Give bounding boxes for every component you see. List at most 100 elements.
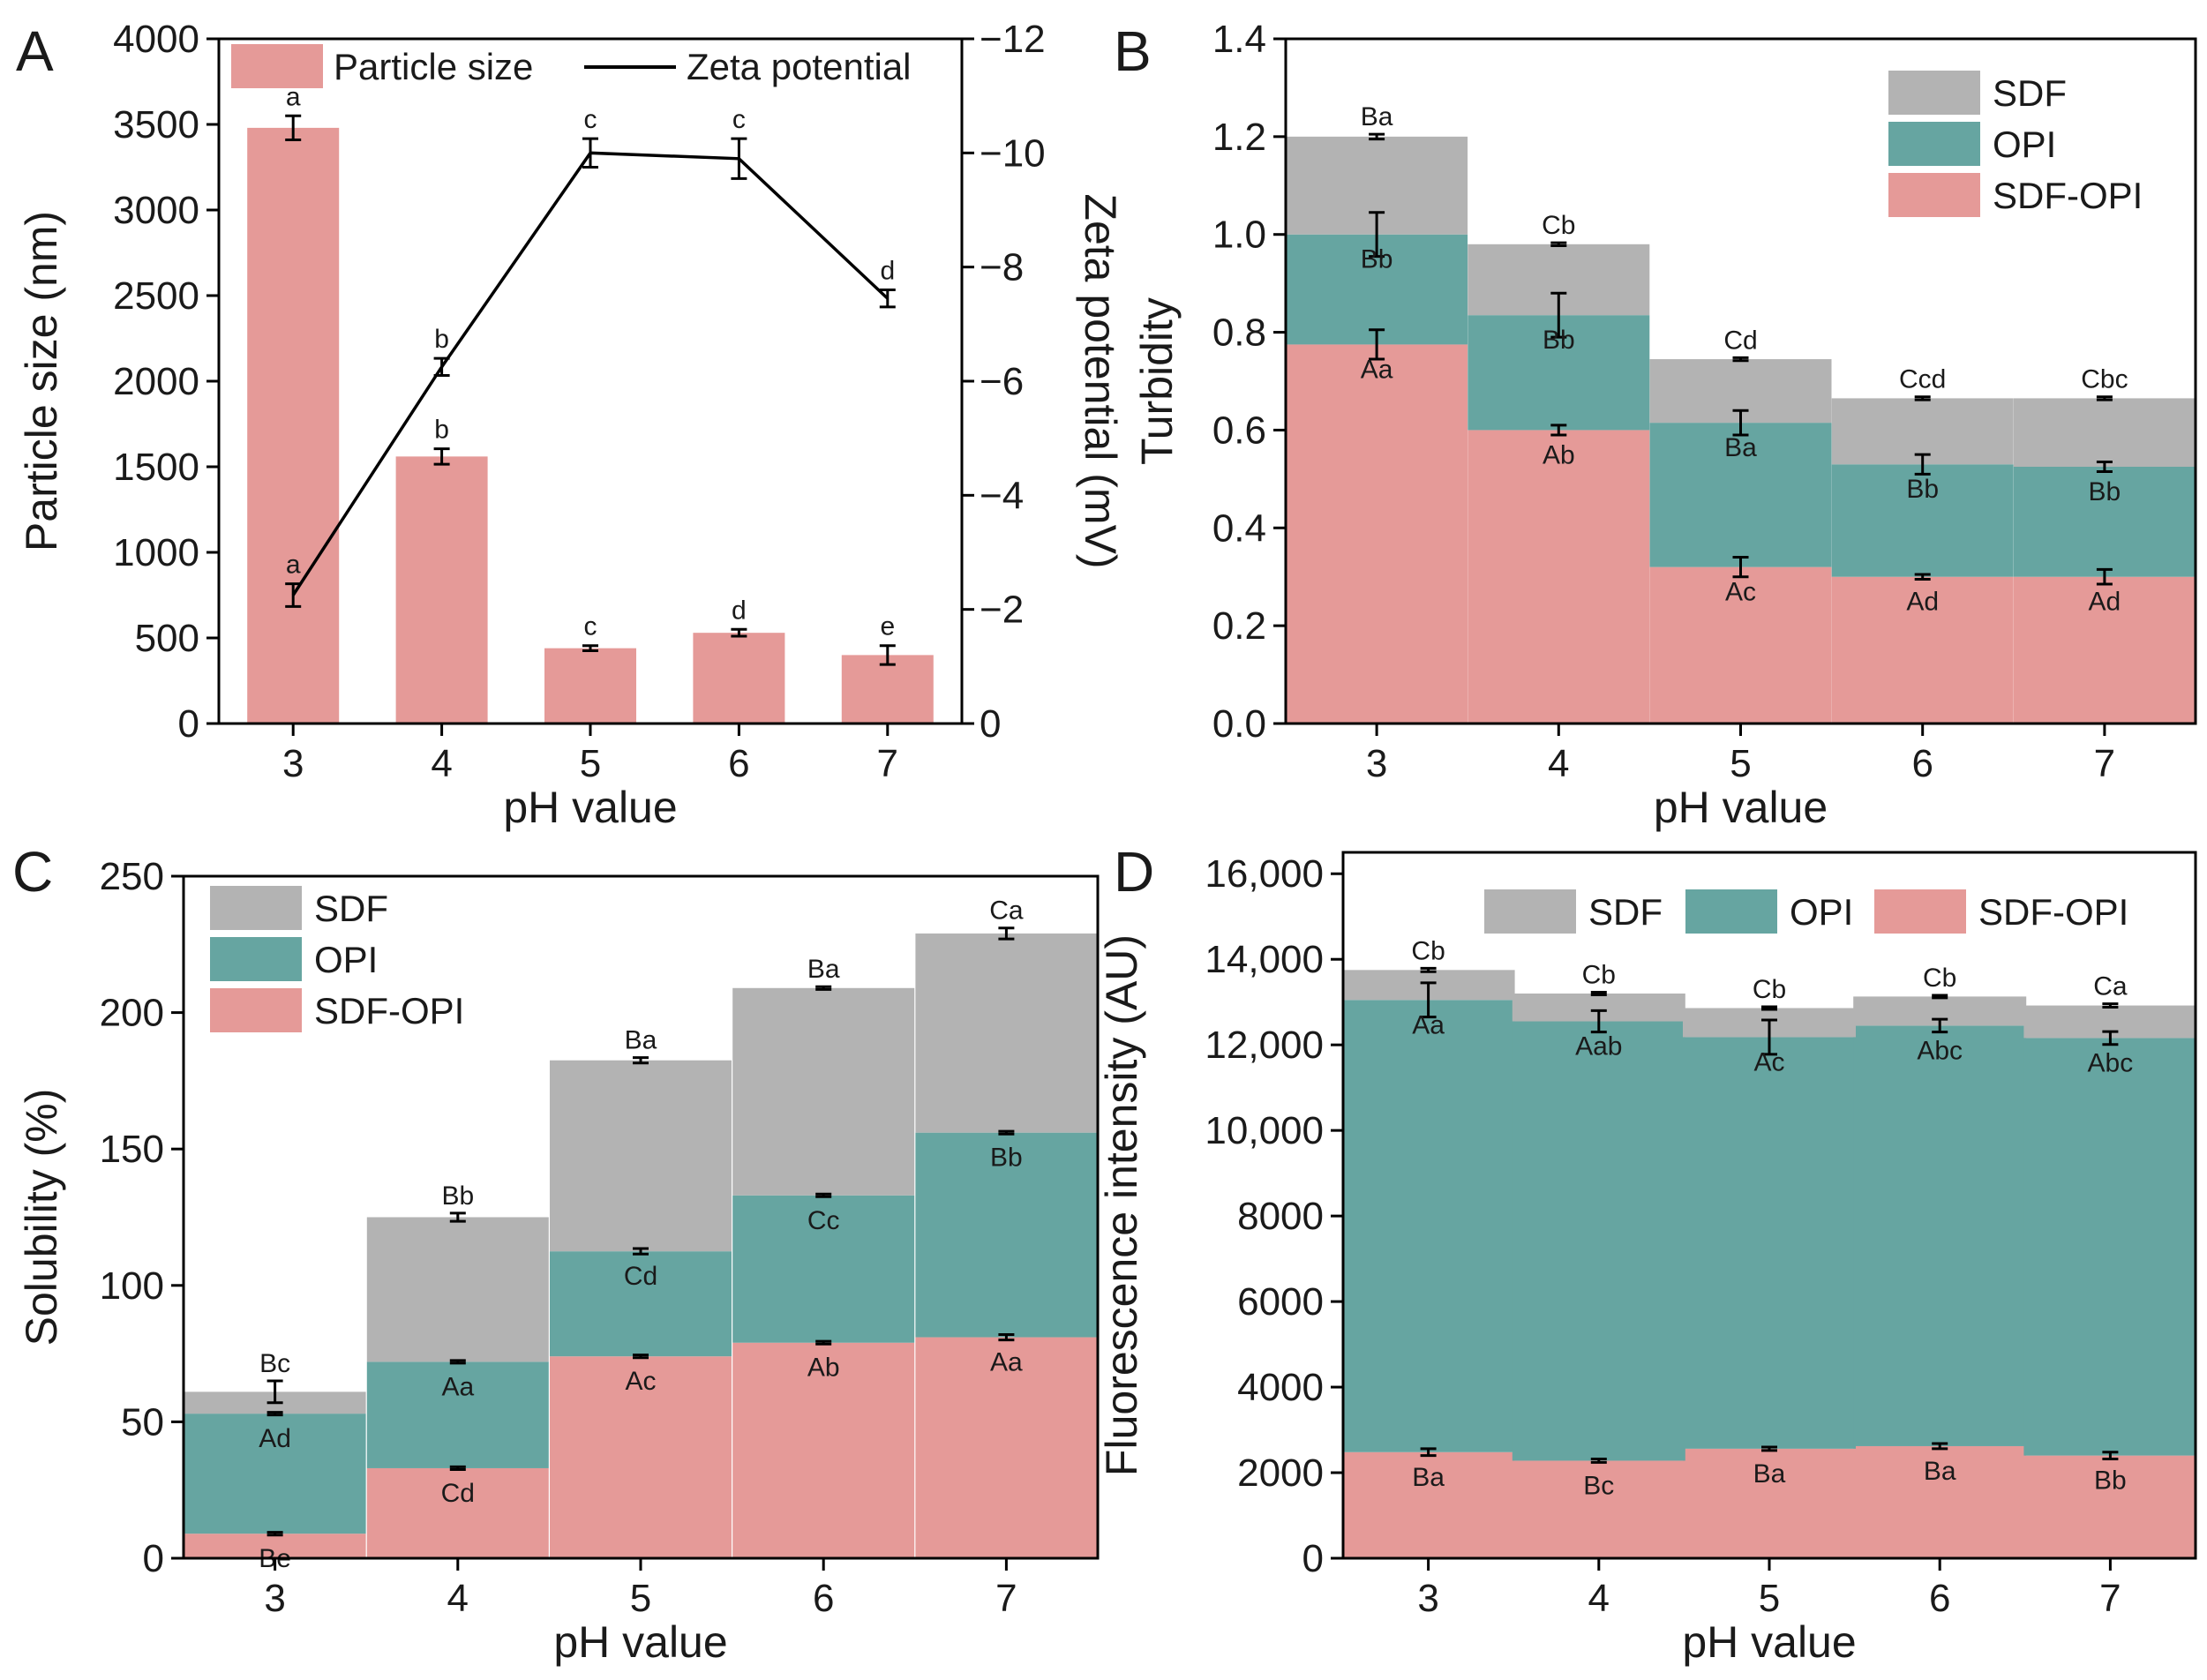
sig-label: Bb bbox=[1906, 475, 1939, 504]
bar-particle-size-ph5 bbox=[544, 648, 636, 724]
x-axis: 3 4 5 6 7 pH value bbox=[1366, 724, 2115, 832]
series-opi bbox=[184, 1132, 1098, 1534]
x-axis-title: pH value bbox=[1654, 783, 1828, 832]
x-tick-label: 6 bbox=[728, 742, 749, 785]
y2-tick-label: 0 bbox=[980, 702, 1001, 746]
y2-axis-title: Zeta potential (mV) bbox=[1076, 193, 1125, 568]
y-axis: 0.0 0.2 0.4 0.6 0.8 1.0 1.2 1.4 Turbidity bbox=[1132, 18, 1286, 746]
y-axis-title: Solubility (%) bbox=[17, 1089, 66, 1346]
error-bar bbox=[815, 1339, 832, 1346]
y-tick-label: 0.2 bbox=[1212, 604, 1266, 648]
y-tick-label: 8000 bbox=[1237, 1195, 1324, 1238]
legend-swatch-sdf-opi bbox=[210, 988, 302, 1032]
y-tick-label: 1.4 bbox=[1212, 18, 1266, 61]
error-bar bbox=[731, 137, 747, 180]
y-tick-label: 1500 bbox=[113, 446, 199, 489]
series-zeta-potential: a b c c d bbox=[285, 105, 896, 608]
legend: SDF OPI SDF-OPI bbox=[1888, 71, 2143, 217]
error-bar bbox=[582, 137, 598, 169]
y2-tick-label: −6 bbox=[980, 360, 1024, 403]
error-bar bbox=[633, 1354, 649, 1360]
sig-label: Ad bbox=[1906, 588, 1939, 617]
legend: SDF OPI SDF-OPI bbox=[1484, 889, 2128, 934]
sig-label: b bbox=[434, 325, 449, 354]
legend-swatch-sdf bbox=[1484, 889, 1576, 934]
bar-opi-ph6 bbox=[1831, 464, 2014, 577]
panel-a: Aa b c d e a b c c d 0 −2 −4 −6 −8 −10 −12 Zeta potential… bbox=[16, 18, 1125, 832]
bar-opi-ph7 bbox=[2013, 467, 2196, 577]
legend-swatch-sdf-opi bbox=[1888, 173, 1980, 217]
bar-opi-ph4 bbox=[366, 1361, 549, 1468]
panel-letter: B bbox=[1114, 19, 1152, 83]
sig-label: Cb bbox=[1582, 961, 1616, 990]
bars bbox=[184, 926, 1098, 1558]
bar-opi-ph3 bbox=[184, 1414, 366, 1534]
error-bar bbox=[285, 114, 302, 141]
y2-tick-label: −8 bbox=[980, 246, 1024, 289]
y-axis-title: Fluorescence intensity (AU) bbox=[1097, 934, 1146, 1476]
y-tick-label: 3500 bbox=[113, 103, 199, 146]
sig-label: Ba bbox=[625, 1026, 657, 1055]
y-tick-label: 6000 bbox=[1237, 1280, 1324, 1324]
sig-label: Bb bbox=[990, 1144, 1023, 1173]
x-tick-label: 4 bbox=[447, 1577, 469, 1620]
y-axis-title: Turbidity bbox=[1132, 297, 1182, 465]
y-tick-label: 2500 bbox=[113, 274, 199, 318]
sig-label: d bbox=[732, 596, 747, 625]
sig-label: Ac bbox=[1753, 1047, 1784, 1076]
panel-letter: D bbox=[1114, 840, 1154, 904]
error-bar bbox=[1761, 1445, 1777, 1452]
legend-swatch-sdf bbox=[210, 886, 302, 930]
bar-sdf-ph7 bbox=[2013, 398, 2196, 467]
legend-label: SDF bbox=[314, 888, 388, 929]
y-tick-label: 0.0 bbox=[1212, 702, 1266, 746]
bars bbox=[1286, 132, 2196, 724]
y-tick-label: 50 bbox=[121, 1400, 164, 1444]
y-tick-label: 100 bbox=[100, 1264, 164, 1308]
panel-d: D Ba Bc Ba Ba Bb Aa Aab Ac Abc Abc Cb Cb Cb Cb Ca 0 2000 4… bbox=[1097, 840, 2197, 1667]
error-bar bbox=[879, 289, 896, 309]
bar-sdf-ph7 bbox=[915, 933, 1098, 1133]
sig-label: Aa bbox=[1412, 1010, 1445, 1039]
bar-sdf-opi-ph5 bbox=[1683, 1448, 1856, 1558]
x-tick-label: 5 bbox=[580, 742, 601, 785]
sig-label: e bbox=[880, 612, 895, 641]
y-tick-label: 0.6 bbox=[1212, 409, 1266, 452]
error-bar bbox=[633, 1247, 649, 1256]
y-axis: 0 500 1000 1500 2000 2500 3000 3500 4000 Particle… bbox=[17, 18, 219, 746]
error-bar bbox=[1550, 424, 1567, 437]
x-tick-label: 7 bbox=[2099, 1577, 2121, 1620]
bars bbox=[247, 114, 934, 724]
bar-opi-ph5 bbox=[1649, 423, 1832, 567]
legend-swatch-opi bbox=[1685, 889, 1777, 934]
x-tick-label: 7 bbox=[2094, 742, 2115, 785]
error-bar bbox=[433, 447, 450, 466]
sig-label: a bbox=[286, 82, 301, 111]
x-tick-label: 5 bbox=[1759, 1577, 1780, 1620]
bar-opi-ph6 bbox=[1853, 1025, 2027, 1446]
bar-opi-ph7 bbox=[915, 1132, 1098, 1338]
x-tick-label: 5 bbox=[1730, 742, 1751, 785]
error-bar bbox=[1914, 395, 1931, 401]
y-tick-label: 200 bbox=[100, 992, 164, 1035]
series-particle-size bbox=[247, 127, 934, 724]
error-bar bbox=[2096, 567, 2113, 586]
error-bar bbox=[1420, 1447, 1437, 1458]
error-bar bbox=[1550, 291, 1567, 339]
error-bar bbox=[1369, 328, 1385, 361]
error-bar bbox=[1369, 132, 1385, 141]
error-bar bbox=[731, 627, 747, 638]
legend-label: OPI bbox=[1993, 124, 2056, 165]
y-tick-label: 4000 bbox=[1237, 1366, 1324, 1409]
error-bar bbox=[1590, 1009, 1607, 1034]
legend-label: SDF-OPI bbox=[314, 990, 464, 1031]
y-tick-label: 12,000 bbox=[1205, 1024, 1324, 1067]
error-bar bbox=[449, 1359, 466, 1365]
sig-label: Ba bbox=[1753, 1459, 1786, 1489]
legend-label: SDF bbox=[1993, 72, 2067, 114]
y-axis-title: Particle size (nm) bbox=[17, 211, 66, 551]
y-tick-label: 1000 bbox=[113, 531, 199, 574]
bar-sdf-opi-ph7 bbox=[2023, 1455, 2197, 1558]
